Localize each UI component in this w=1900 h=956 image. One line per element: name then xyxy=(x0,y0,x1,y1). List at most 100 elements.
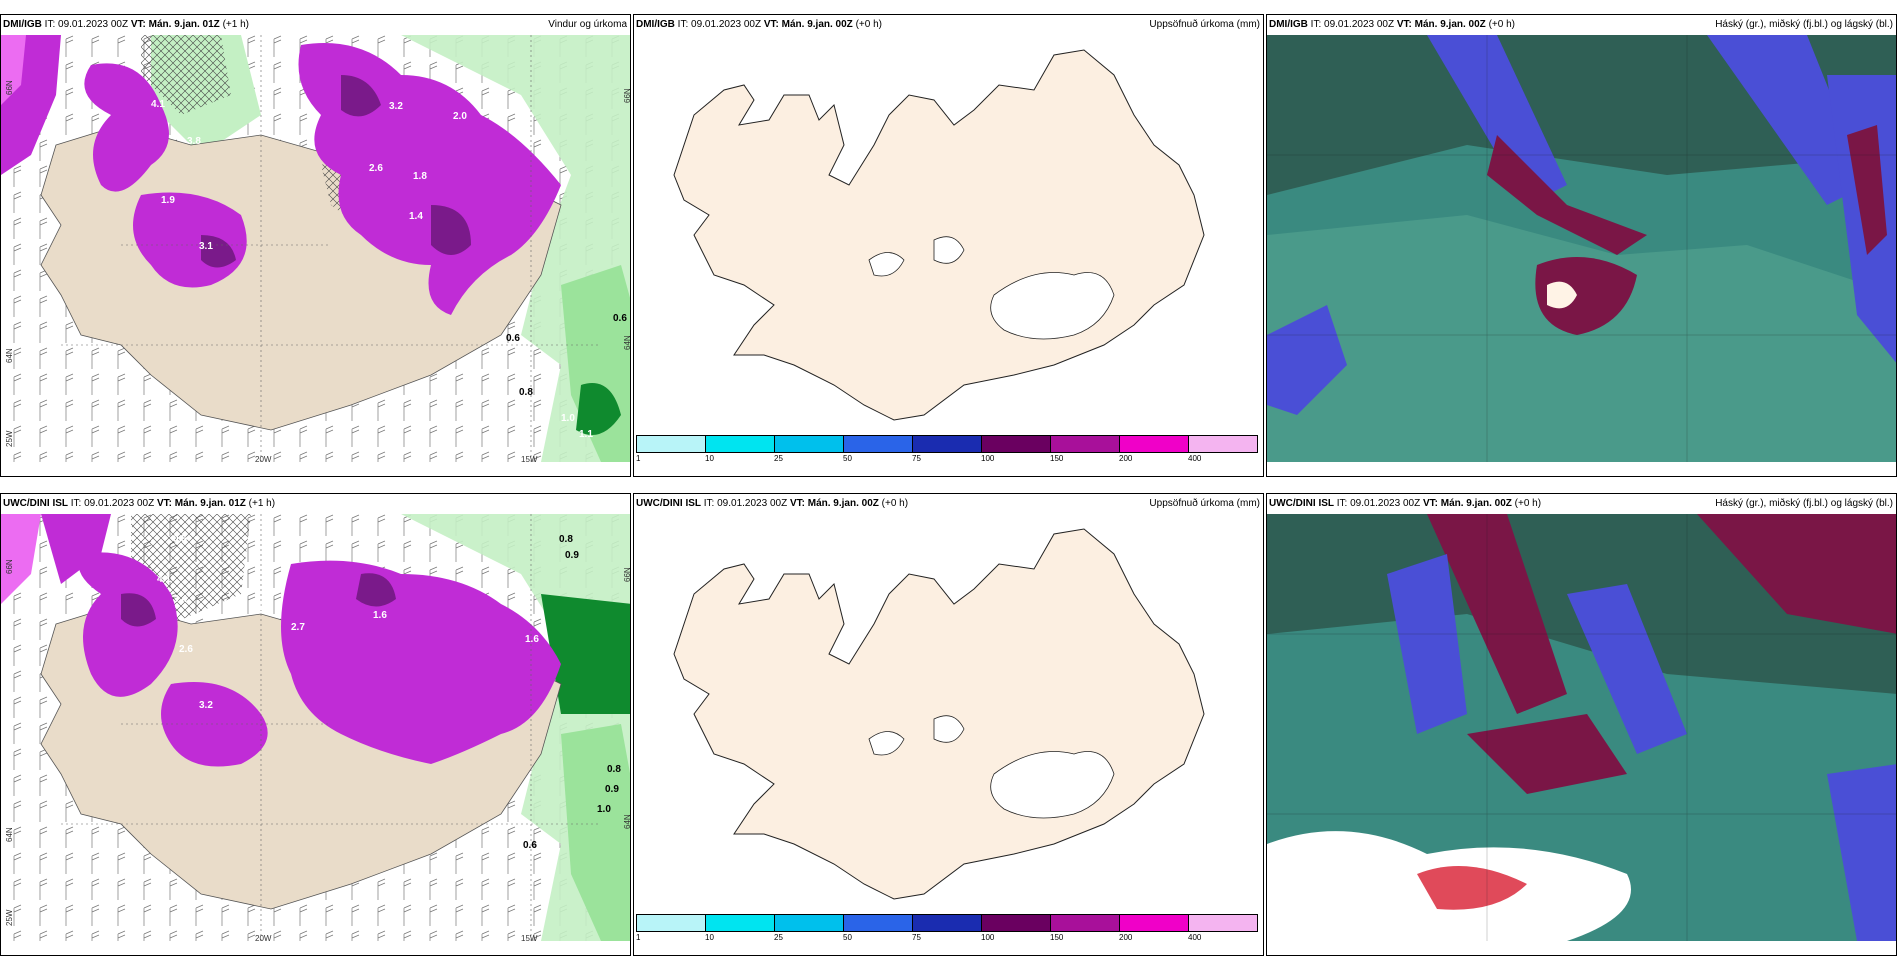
colorbar-tick: 25 xyxy=(774,454,783,463)
precip-value: 0.9 xyxy=(605,784,619,795)
colorbar-cell xyxy=(1188,435,1258,453)
init-time: 09.01.2023 00Z xyxy=(1324,19,1395,30)
wind-precip-map xyxy=(1,514,630,941)
valid-time: Mán. 9.jan. 00Z xyxy=(781,19,853,30)
panel-header: DMI/IGB IT: 09.01.2023 00Z VT: Mán. 9.ja… xyxy=(1267,15,1896,35)
panel-header: UWC/DINI ISL IT: 09.01.2023 00Z VT: Mán.… xyxy=(3,498,276,509)
valid-time: Mán. 9.jan. 01Z xyxy=(148,19,220,30)
panel-header: UWC/DINI ISL IT: 09.01.2023 00Z VT: Mán.… xyxy=(634,494,1263,514)
colorbar-cell xyxy=(774,914,844,932)
colorbar-tick: 10 xyxy=(705,454,714,463)
init-time: 09.01.2023 00Z xyxy=(717,498,788,509)
colorbar-tick: 50 xyxy=(843,933,852,942)
lon-label: 15W xyxy=(521,455,538,464)
precip-value: 3.8 xyxy=(187,136,201,147)
accum-precip-panel-dmi[interactable]: DMI/IGB IT: 09.01.2023 00Z VT: Mán. 9.ja… xyxy=(633,14,1264,477)
lead-time: (+1 h) xyxy=(248,498,276,509)
precip-value: 1.6 xyxy=(373,610,387,621)
precip-value: 1.9 xyxy=(161,195,175,206)
colorbar-cell xyxy=(912,435,982,453)
lat-label: 66N xyxy=(623,567,631,582)
colorbar-cell xyxy=(1050,914,1120,932)
colorbar-cell xyxy=(774,435,844,453)
precip-value: 1.6 xyxy=(525,634,539,645)
colorbar-cell xyxy=(1119,435,1189,453)
colorbar-tick: 1 xyxy=(636,454,641,463)
precip-value: 1.0 xyxy=(597,804,611,815)
precip-value: 2.6 xyxy=(369,163,383,174)
precip-value: 3.2 xyxy=(389,101,403,112)
colorbar-tick: 100 xyxy=(981,454,995,463)
colorbar-cell xyxy=(981,435,1051,453)
model-name: UWC/DINI ISL xyxy=(636,498,701,509)
precip-value: 3.1 xyxy=(199,241,213,252)
panel-title: Háský (gr.), miðský (fj.bl.) og lágský (… xyxy=(1715,498,1893,509)
panel-header: DMI/IGB IT: 09.01.2023 00Z VT: Mán. 9.ja… xyxy=(1,15,630,35)
colorbar-cell xyxy=(705,914,775,932)
lat-label: 64N xyxy=(5,827,14,842)
panel-title: Uppsöfnuð úrkoma (mm) xyxy=(1149,498,1260,509)
precip-value: 0.6 xyxy=(506,333,520,344)
colorbar-cell xyxy=(636,435,706,453)
precip-value: 3.4 xyxy=(173,594,187,605)
lon-label: 25W xyxy=(5,909,14,926)
init-time: 09.01.2023 00Z xyxy=(1350,498,1421,509)
colorbar-tick: 75 xyxy=(912,933,921,942)
init-time: 09.01.2023 00Z xyxy=(691,19,762,30)
precip-value: 0.8 xyxy=(607,764,621,775)
accum-precip-map xyxy=(634,35,1263,440)
panel-title: Háský (gr.), miðský (fj.bl.) og lágský (… xyxy=(1715,19,1893,30)
lead-time: (+0 h) xyxy=(855,19,882,30)
colorbar-cell xyxy=(843,435,913,453)
lat-label: 64N xyxy=(623,814,631,829)
valid-time: Mán. 9.jan. 01Z xyxy=(174,498,246,509)
lon-label: 15W xyxy=(521,934,538,943)
precip-value: 4.1 xyxy=(157,574,171,585)
colorbar-tick: 10 xyxy=(705,933,714,942)
precip-value: 0.9 xyxy=(565,550,579,561)
panel-header: DMI/IGB IT: 09.01.2023 00Z VT: Mán. 9.ja… xyxy=(634,15,1263,35)
precip-value: 1.0 xyxy=(561,413,575,424)
init-time: 09.01.2023 00Z xyxy=(58,19,129,30)
colorbar-tick: 400 xyxy=(1188,933,1202,942)
precip-value: 0.4 xyxy=(119,524,133,535)
panel-title: Uppsöfnuð úrkoma (mm) xyxy=(1149,19,1260,30)
precip-value: 0.5 xyxy=(173,534,187,545)
lead-time: (+0 h) xyxy=(1488,19,1515,30)
colorbar-cell xyxy=(912,914,982,932)
cloud-cover-map xyxy=(1267,514,1896,941)
precip-value: 0.8 xyxy=(559,534,573,545)
colorbar-cell xyxy=(1188,914,1258,932)
precip-value: 2.0 xyxy=(453,111,467,122)
colorbar-tick: 75 xyxy=(912,454,921,463)
lat-label: 66N xyxy=(5,559,14,574)
cloud-cover-panel-dmi[interactable]: DMI/IGB IT: 09.01.2023 00Z VT: Mán. 9.ja… xyxy=(1266,14,1897,477)
model-name: DMI/IGB xyxy=(636,19,675,30)
wind-precip-panel-uwc[interactable]: UWC/DINI ISL IT: 09.01.2023 00Z VT: Mán.… xyxy=(0,493,631,956)
model-name: DMI/IGB xyxy=(1269,19,1308,30)
lat-label: 64N xyxy=(623,335,631,350)
precip-value: 2.7 xyxy=(291,622,305,633)
lon-label: 20W xyxy=(255,455,272,464)
colorbar-tick: 150 xyxy=(1050,454,1064,463)
precip-value: 1.1 xyxy=(579,429,593,440)
valid-time: Mán. 9.jan. 00Z xyxy=(1440,498,1512,509)
lead-time: (+1 h) xyxy=(222,19,249,30)
lead-time: (+0 h) xyxy=(1514,498,1542,509)
model-name: DMI/IGB xyxy=(3,19,42,30)
wind-precip-panel-dmi[interactable]: DMI/IGB IT: 09.01.2023 00Z VT: Mán. 9.ja… xyxy=(0,14,631,477)
colorbar-tick: 50 xyxy=(843,454,852,463)
cloud-cover-panel-uwc[interactable]: UWC/DINI ISL IT: 09.01.2023 00Z VT: Mán.… xyxy=(1266,493,1897,956)
valid-time: Mán. 9.jan. 00Z xyxy=(1414,19,1486,30)
precip-value: 1.4 xyxy=(409,211,423,222)
colorbar-cell xyxy=(1050,435,1120,453)
colorbar-tick: 400 xyxy=(1188,454,1202,463)
colorbar-tick: 25 xyxy=(774,933,783,942)
colorbar-cell xyxy=(843,914,913,932)
precip-value: 2.6 xyxy=(179,644,193,655)
accum-precip-panel-uwc[interactable]: UWC/DINI ISL IT: 09.01.2023 00Z VT: Mán.… xyxy=(633,493,1264,956)
colorbar-tick: 200 xyxy=(1119,454,1133,463)
init-time: 09.01.2023 00Z xyxy=(84,498,155,509)
colorbar-tick: 200 xyxy=(1119,933,1133,942)
lon-label: 20W xyxy=(255,934,272,943)
